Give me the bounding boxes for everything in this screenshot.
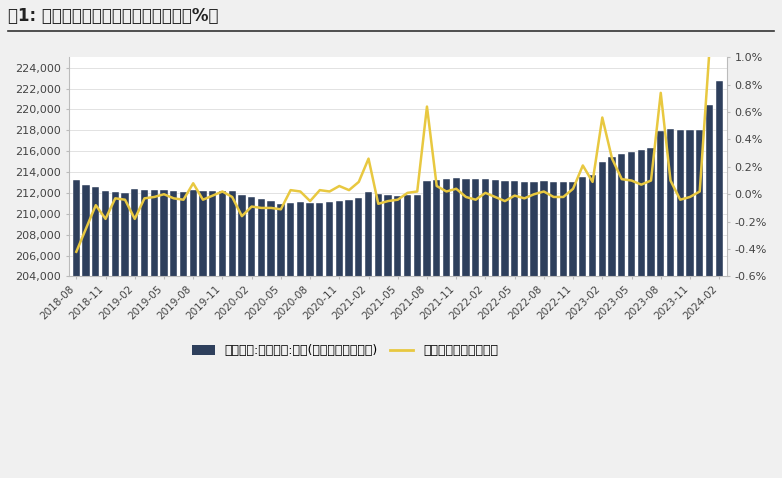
- Bar: [433, 180, 440, 478]
- Bar: [82, 185, 90, 478]
- Bar: [239, 195, 246, 478]
- Bar: [511, 181, 518, 478]
- Legend: 货币当局:国外资产:外汇(中央银行外汇占款), 外汇占款环比（右轴）: 货币当局:国外资产:外汇(中央银行外汇占款), 外汇占款环比（右轴）: [187, 339, 503, 362]
- Bar: [189, 190, 197, 478]
- Bar: [687, 130, 694, 478]
- Bar: [335, 201, 343, 478]
- Bar: [453, 178, 460, 478]
- Bar: [151, 190, 158, 478]
- Bar: [696, 130, 703, 478]
- Bar: [637, 150, 645, 478]
- Bar: [267, 201, 274, 478]
- Bar: [667, 129, 674, 478]
- Bar: [706, 106, 713, 478]
- Bar: [375, 194, 382, 478]
- Bar: [385, 195, 392, 478]
- Bar: [608, 157, 615, 478]
- Bar: [112, 192, 119, 478]
- Bar: [540, 181, 547, 478]
- Bar: [414, 195, 421, 478]
- Bar: [589, 175, 596, 478]
- Bar: [443, 179, 450, 478]
- Bar: [92, 187, 99, 478]
- Bar: [121, 193, 129, 478]
- Bar: [346, 200, 353, 478]
- Bar: [676, 130, 684, 478]
- Bar: [209, 191, 217, 478]
- Bar: [180, 192, 187, 478]
- Bar: [248, 197, 255, 478]
- Bar: [618, 154, 626, 478]
- Bar: [657, 131, 665, 478]
- Bar: [307, 204, 314, 478]
- Bar: [599, 163, 606, 478]
- Bar: [530, 182, 538, 478]
- Bar: [365, 192, 372, 478]
- Bar: [492, 180, 499, 478]
- Bar: [131, 189, 138, 478]
- Bar: [73, 180, 80, 478]
- Bar: [316, 203, 324, 478]
- Bar: [141, 190, 148, 478]
- Bar: [355, 198, 362, 478]
- Bar: [579, 177, 586, 478]
- Bar: [521, 182, 528, 478]
- Bar: [716, 81, 723, 478]
- Bar: [219, 191, 226, 478]
- Text: 图1: 外汇储备及其环比（单位：亿元；%）: 图1: 外汇储备及其环比（单位：亿元；%）: [8, 7, 218, 25]
- Bar: [277, 204, 285, 478]
- Bar: [404, 196, 411, 478]
- Bar: [160, 190, 167, 478]
- Bar: [423, 181, 431, 478]
- Bar: [296, 202, 304, 478]
- Bar: [199, 191, 206, 478]
- Bar: [482, 179, 489, 478]
- Bar: [628, 152, 635, 478]
- Bar: [394, 196, 401, 478]
- Bar: [287, 203, 294, 478]
- Bar: [326, 202, 333, 478]
- Bar: [258, 199, 265, 478]
- Bar: [560, 183, 567, 478]
- Bar: [550, 182, 558, 478]
- Bar: [647, 148, 655, 478]
- Bar: [228, 191, 236, 478]
- Bar: [102, 191, 109, 478]
- Bar: [170, 191, 178, 478]
- Bar: [569, 182, 577, 478]
- Bar: [472, 179, 479, 478]
- Bar: [501, 181, 508, 478]
- Bar: [462, 179, 469, 478]
